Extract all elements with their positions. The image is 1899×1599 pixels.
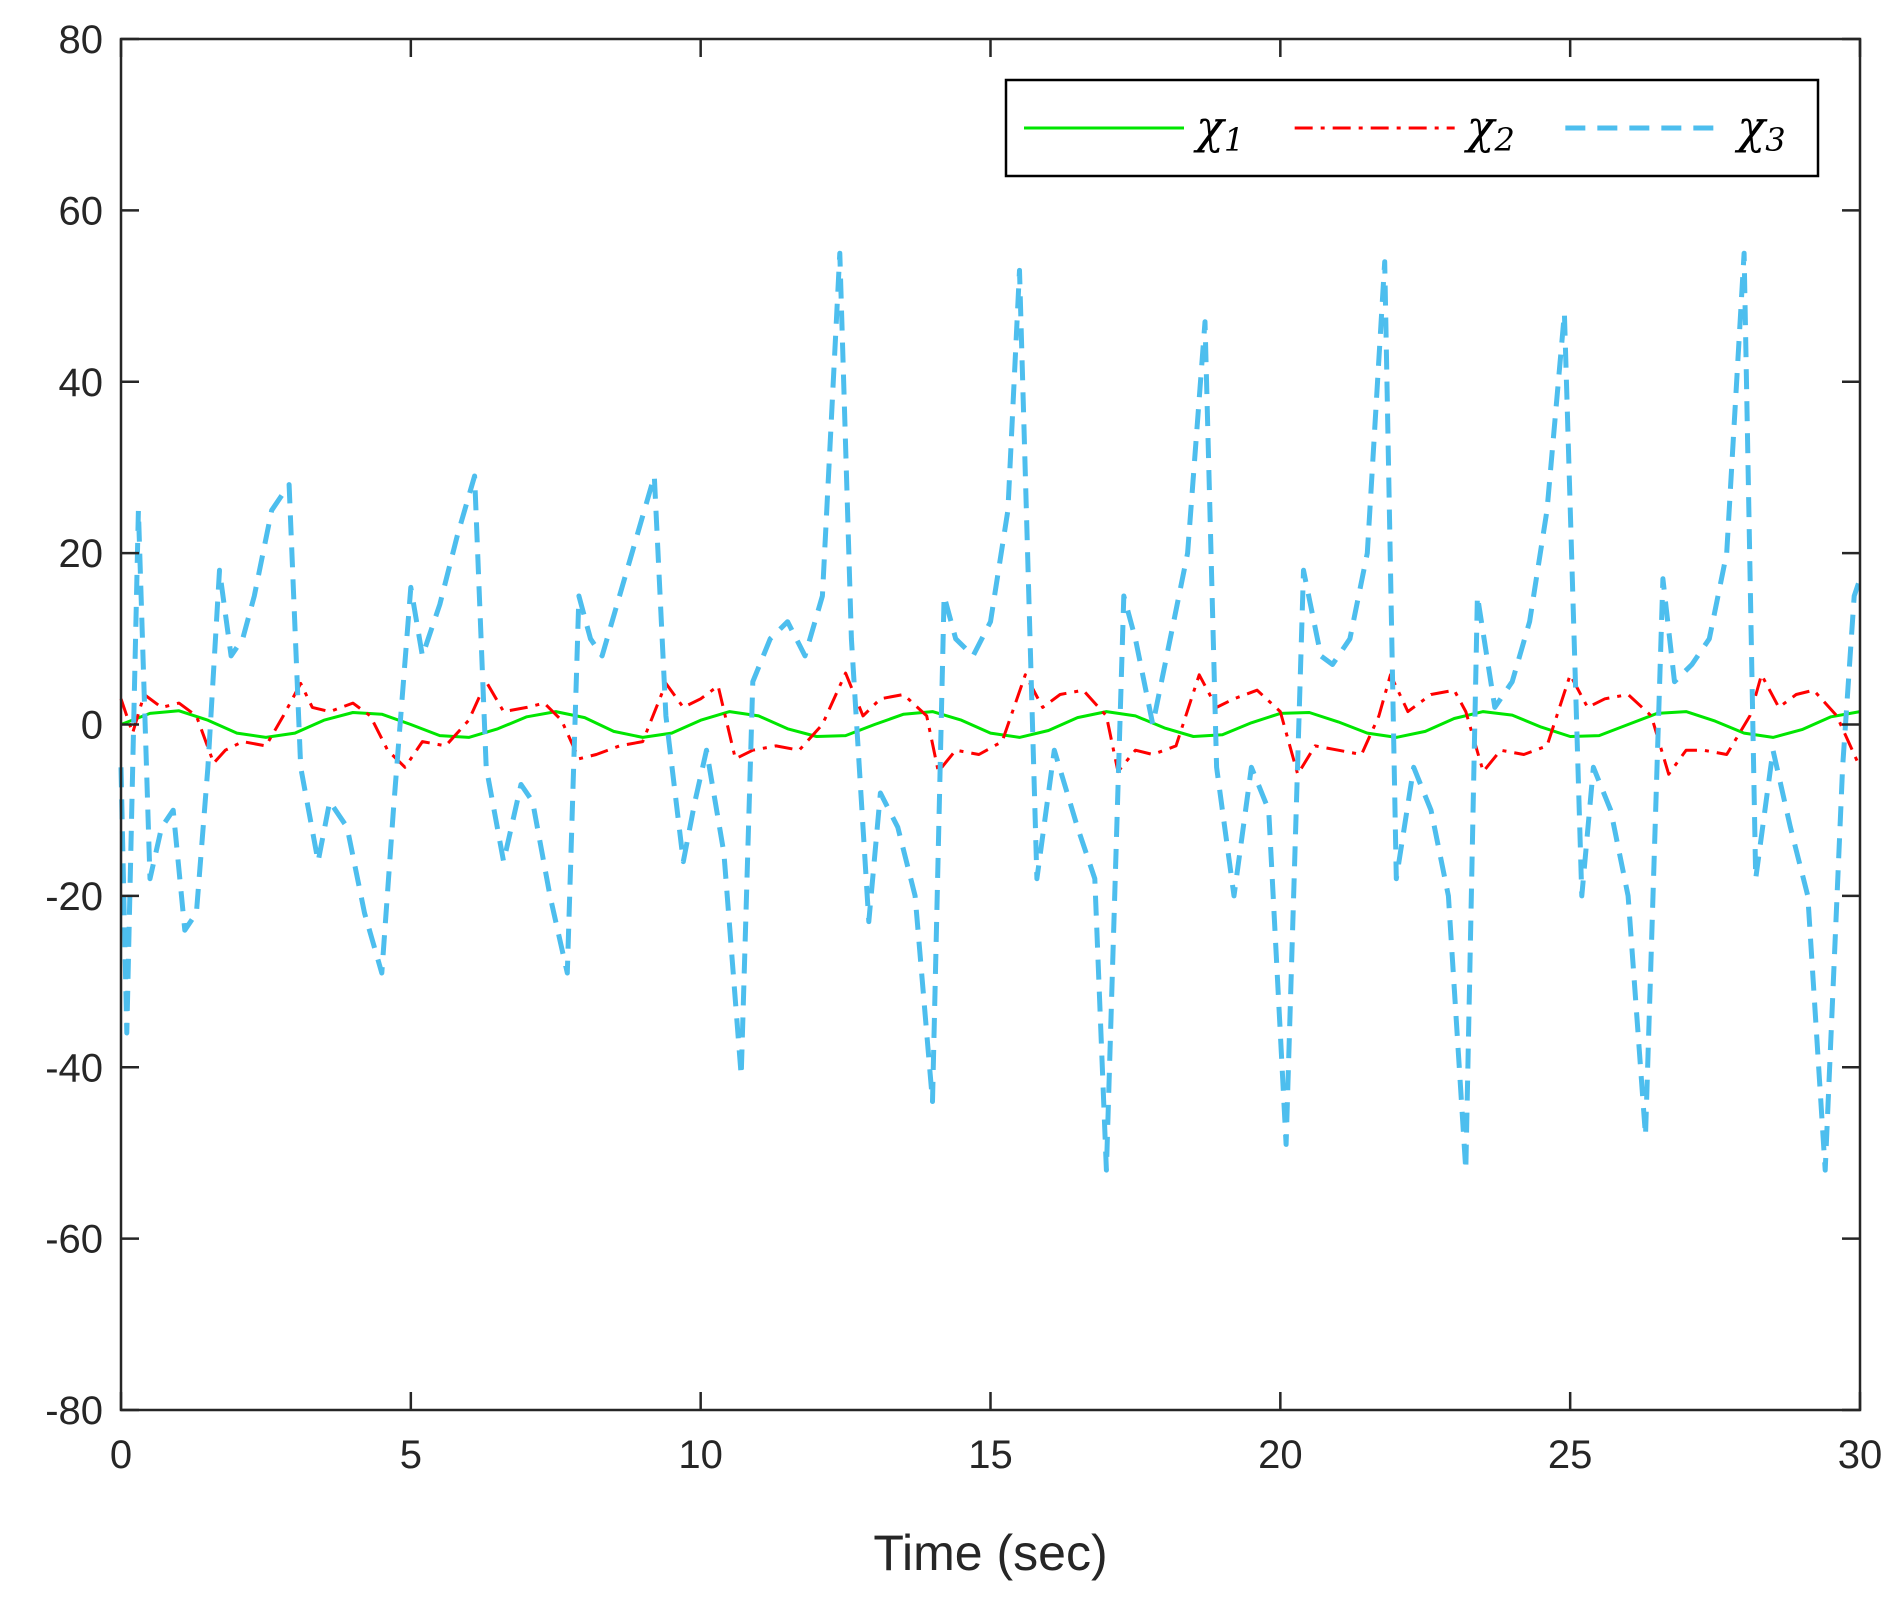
x-tick-label: 20	[1258, 1433, 1303, 1477]
x-tick-label: 25	[1548, 1433, 1593, 1477]
y-tick-label: -80	[45, 1389, 103, 1433]
y-tick-label: 80	[59, 18, 104, 62]
x-axis-title: Time (sec)	[873, 1525, 1107, 1581]
x-tick-label: 30	[1838, 1433, 1883, 1477]
plot-area	[121, 39, 1860, 1410]
legend-label-3: χ3	[1734, 100, 1785, 159]
plot-frame	[119, 37, 1862, 1412]
y-tick-label: 0	[81, 704, 103, 748]
y-tick-label: 20	[59, 532, 104, 576]
series-line-1	[120, 709, 1861, 739]
x-tick-label: 10	[678, 1433, 723, 1477]
tick-labels: 0 5 10 15 20 25 30 -80 -60 -40 -20 0 20 40 60 80	[45, 18, 1882, 1477]
x-tick-label: 15	[968, 1433, 1013, 1477]
y-tick-label: 40	[59, 361, 104, 405]
y-tick-label: 60	[59, 189, 104, 233]
y-tick-label: -20	[45, 875, 103, 919]
x-tick-label: 0	[110, 1433, 132, 1477]
series-line-3	[118, 250, 1863, 1173]
y-tick-label: -40	[45, 1046, 103, 1090]
x-tick-label: 5	[400, 1433, 422, 1477]
legend: χ1 χ2 χ3	[1004, 78, 1820, 178]
series-layer	[118, 250, 1863, 1173]
y-tick-label: -60	[45, 1218, 103, 1262]
